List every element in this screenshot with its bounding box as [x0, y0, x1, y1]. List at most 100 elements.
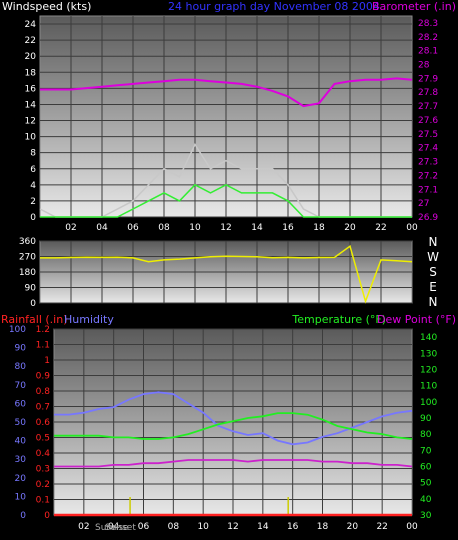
temperature-time-tick-label: 08	[168, 522, 180, 532]
temperature-time-tick-labels: 02 04 06 08 10 12 14 16 18 20 22 00	[78, 522, 418, 532]
wind-time-tick-label: 14	[251, 223, 263, 233]
barometer-tick-label: 27.6	[418, 116, 438, 126]
windspeed-tick-label: 8	[30, 149, 36, 159]
temperature-tick-label: 50	[420, 479, 432, 489]
windspeed-tick-label: 12	[25, 117, 36, 127]
temperature-tick-label: 130	[420, 349, 437, 359]
wind-time-tick-label: 00	[406, 223, 418, 233]
barometer-line	[40, 77, 413, 108]
direction-tick-label: 360	[19, 237, 36, 247]
barometer-tick-label: 27.2	[418, 171, 438, 181]
rainfall-axis-title: Rainfall (.in)	[1, 313, 68, 326]
barometer-tick-label: 27.4	[418, 144, 438, 154]
rainfall-tick-label: 0.7	[36, 403, 50, 413]
wind-time-tick-label: 02	[65, 223, 76, 233]
barometer-tick-label: 27.7	[418, 102, 438, 112]
compass-label: N	[429, 235, 438, 249]
wind-time-tick-label: 12	[220, 223, 231, 233]
barometer-axis-title: Barometer (.in)	[372, 0, 456, 13]
rainfall-tick-label: 0.2	[36, 480, 50, 490]
temperature-time-tick-label: 16	[287, 522, 299, 532]
barometer-tick-label: 28.2	[418, 33, 438, 43]
temperature-humidity-chart: Rainfall (.in) Humidity Temperature (°F)…	[1, 313, 456, 533]
humidity-tick-label: 40	[15, 437, 27, 447]
humidity-tick-label: 30	[15, 455, 27, 465]
compass-label: N	[429, 295, 438, 309]
windspeed-tick-label: 0	[30, 213, 36, 223]
wind-barometer-chart: Windspeed (kts) 24 hour graph day Novemb…	[2, 0, 456, 233]
rainfall-tick-label: 1.1	[36, 341, 50, 351]
temperature-time-tick-label: 06	[138, 522, 150, 532]
humidity-tick-label: 70	[15, 381, 27, 391]
windspeed-tick-label: 24	[25, 20, 37, 30]
direction-tick-label: 90	[25, 284, 37, 294]
windspeed-tick-label: 16	[25, 84, 37, 94]
compass-label: E	[429, 280, 437, 294]
temperature-axis-title: Temperature (°F)	[291, 313, 386, 326]
temperature-tick-label: 90	[420, 414, 432, 424]
windspeed-tick-label: 2	[30, 197, 36, 207]
temperature-time-tick-label: 22	[376, 522, 387, 532]
humidity-tick-label: 50	[15, 418, 27, 428]
direction-tick-labels: 0 90 180 270 360	[19, 237, 36, 309]
temperature-tick-label: 140	[420, 333, 437, 343]
rainfall-tick-label: 0.1	[36, 496, 50, 506]
temperature-tick-label: 120	[420, 365, 437, 375]
temperature-tick-label: 100	[420, 398, 437, 408]
windspeed-tick-label: 10	[25, 133, 37, 143]
rainfall-tick-label: 0.9	[36, 372, 51, 382]
temperature-time-tick-label: 14	[257, 522, 269, 532]
wind-average-line	[40, 183, 412, 218]
temperature-time-tick-label: 12	[227, 522, 238, 532]
rainfall-tick-label: 1	[44, 356, 50, 366]
barometer-tick-label: 27.3	[418, 158, 438, 168]
temperature-tick-label: 60	[420, 462, 432, 472]
barometer-tick-label: 27	[418, 199, 429, 209]
rainfall-tick-label: 0	[44, 511, 50, 521]
direction-tick-label: 180	[19, 268, 36, 278]
barometer-tick-label: 28.3	[418, 19, 438, 29]
temperature-gridlines	[54, 328, 412, 516]
direction-tick-label: 270	[19, 253, 36, 263]
rainfall-tick-labels: 0 0.1 0.2 0.3 0.4 0.5 0.6 0.7 0.8 0.9 1 1.1 1.2	[36, 325, 51, 521]
temperature-tick-labels: 30 40 50 60 70 80 90 100 110 120 130 140	[420, 333, 437, 521]
wind-time-tick-label: 10	[189, 223, 201, 233]
wind-time-tick-label: 16	[282, 223, 294, 233]
barometer-tick-label: 27.1	[418, 185, 438, 195]
dew-point-line	[54, 459, 413, 468]
barometer-tick-label: 27.9	[418, 74, 438, 84]
windspeed-axis-title: Windspeed (kts)	[2, 0, 91, 13]
temperature-tick-label: 30	[420, 511, 432, 521]
direction-tick-label: 0	[30, 299, 36, 309]
windspeed-tick-label: 14	[25, 100, 37, 110]
wind-time-tick-label: 04	[96, 223, 108, 233]
compass-label: S	[429, 265, 437, 279]
wind-time-tick-labels: 02 04 06 08 10 12 14 16 18 20 22 00	[65, 223, 418, 233]
temperature-tick-label: 40	[420, 495, 432, 505]
wind-time-tick-label: 08	[158, 223, 170, 233]
barometer-tick-label: 27.8	[418, 88, 438, 98]
windspeed-tick-label: 4	[30, 181, 36, 191]
dewpoint-axis-title: Dew Point (°F)	[377, 313, 456, 326]
temperature-time-tick-label: 10	[197, 522, 209, 532]
barometer-tick-label: 28.1	[418, 47, 438, 57]
sunset-label: Sunset	[105, 523, 136, 533]
chart-title: 24 hour graph day November 08 2004	[168, 0, 380, 13]
temperature-time-tick-label: 04	[108, 522, 120, 532]
humidity-tick-labels: 0 10 20 30 40 50 60 70 80 90 100	[9, 325, 26, 521]
barometer-tick-label: 26.9	[418, 213, 438, 223]
barometer-tick-labels: 26.9 27 27.1 27.2 27.3 27.4 27.5 27.6 27.7 27.8 27…	[418, 19, 438, 223]
wind-barometer-series	[39, 77, 413, 218]
compass-label: W	[427, 250, 439, 264]
humidity-tick-label: 80	[15, 362, 27, 372]
rainfall-tick-label: 1.2	[36, 325, 50, 335]
temperature-series	[54, 391, 413, 517]
humidity-tick-label: 100	[9, 325, 26, 335]
windspeed-tick-label: 20	[25, 52, 37, 62]
direction-series	[40, 244, 413, 304]
humidity-tick-label: 20	[15, 474, 27, 484]
rainfall-tick-label: 0.6	[36, 418, 51, 428]
